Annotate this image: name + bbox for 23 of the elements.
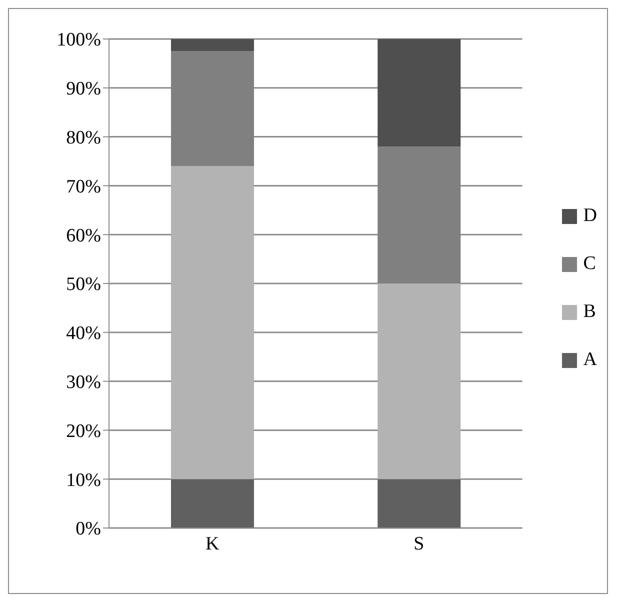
legend-label: C (583, 253, 596, 275)
y-tick-label: 20% (66, 420, 102, 442)
y-tick-label: 10% (66, 470, 102, 491)
legend-label: A (583, 349, 597, 371)
bar (170, 39, 254, 52)
x-tick-label: S (414, 533, 424, 554)
bar (378, 479, 461, 528)
bar (170, 479, 254, 528)
y-tick-label: 30% (66, 372, 102, 394)
y-tick-label: 40% (66, 323, 102, 344)
y-tick-label: 90% (66, 78, 102, 100)
bar (378, 284, 461, 480)
legend-label: D (583, 205, 597, 227)
y-tick-label: 0% (76, 518, 102, 540)
y-tick-label: 70% (66, 176, 102, 198)
x-tick-label: K (205, 533, 220, 554)
y-tick-label: 60% (66, 225, 102, 246)
bar (170, 166, 254, 480)
y-tick-label: 100% (56, 30, 102, 51)
y-tick-label: 50% (66, 274, 102, 296)
y-tick-label: 80% (66, 128, 102, 149)
legend-label: B (583, 301, 596, 323)
bar (378, 39, 461, 147)
